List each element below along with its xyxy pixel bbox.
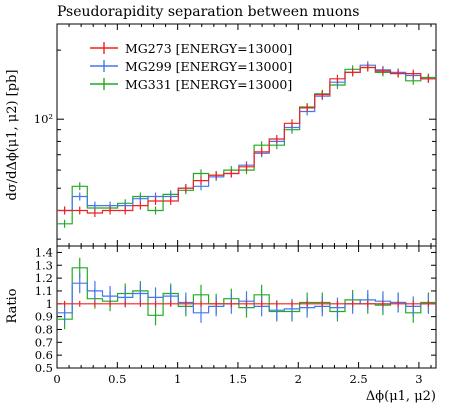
x-tick-label: 1.5 xyxy=(229,372,247,386)
legend-label-3: MG331 [ENERGY=13000] xyxy=(125,77,292,92)
ratio-tick-label: 0.9 xyxy=(35,310,53,324)
ratio-tick-label: 0.7 xyxy=(35,335,53,349)
main-plot-panel: 10² xyxy=(34,23,437,247)
main-plot-frame xyxy=(56,23,437,247)
legend-label-1: MG273 [ENERGY=13000] xyxy=(125,41,292,56)
x-tick-label: 2 xyxy=(295,372,302,386)
ratio-tick-label: 1.2 xyxy=(35,271,53,285)
ratio-tick-label: 0.5 xyxy=(35,361,53,375)
x-tick-label: 0.5 xyxy=(108,372,126,386)
ratio-tick-label: 0.8 xyxy=(35,322,53,336)
x-axis-label: Δϕ(μ1, μ2) xyxy=(366,389,436,404)
ratio-tick-label: 1.3 xyxy=(35,258,53,272)
x-tick-label: 1 xyxy=(174,372,181,386)
x-tick-label: 0 xyxy=(53,372,60,386)
ratio-tick-label: 1.4 xyxy=(35,245,53,259)
ratio-plot-panel: 0 0.5 1 1.5 2 2.5 30.50.60.70.80.911.11.21.31.… xyxy=(35,245,437,386)
chart-title: Pseudorapidity separation between muons xyxy=(57,4,359,20)
legend: MG273 [ENERGY=13000] MG299 [ENERGY=13000]… xyxy=(90,41,292,92)
ratio-plot-frame xyxy=(56,245,437,369)
x-tick-label: 2.5 xyxy=(349,372,367,386)
y-axis-label: dσ/dΔϕ(μ1, μ2) [pb] xyxy=(5,70,20,201)
ratio-tick-label: 0.6 xyxy=(35,348,53,362)
ratio-tick-label: 1.1 xyxy=(35,284,53,298)
y-tick-label: 10² xyxy=(34,112,53,126)
ratio-tick-label: 1 xyxy=(46,297,53,311)
ratio-axis-label: Ratio xyxy=(5,288,20,323)
x-tick-label: 3 xyxy=(415,372,422,386)
legend-label-2: MG299 [ENERGY=13000] xyxy=(125,59,292,74)
